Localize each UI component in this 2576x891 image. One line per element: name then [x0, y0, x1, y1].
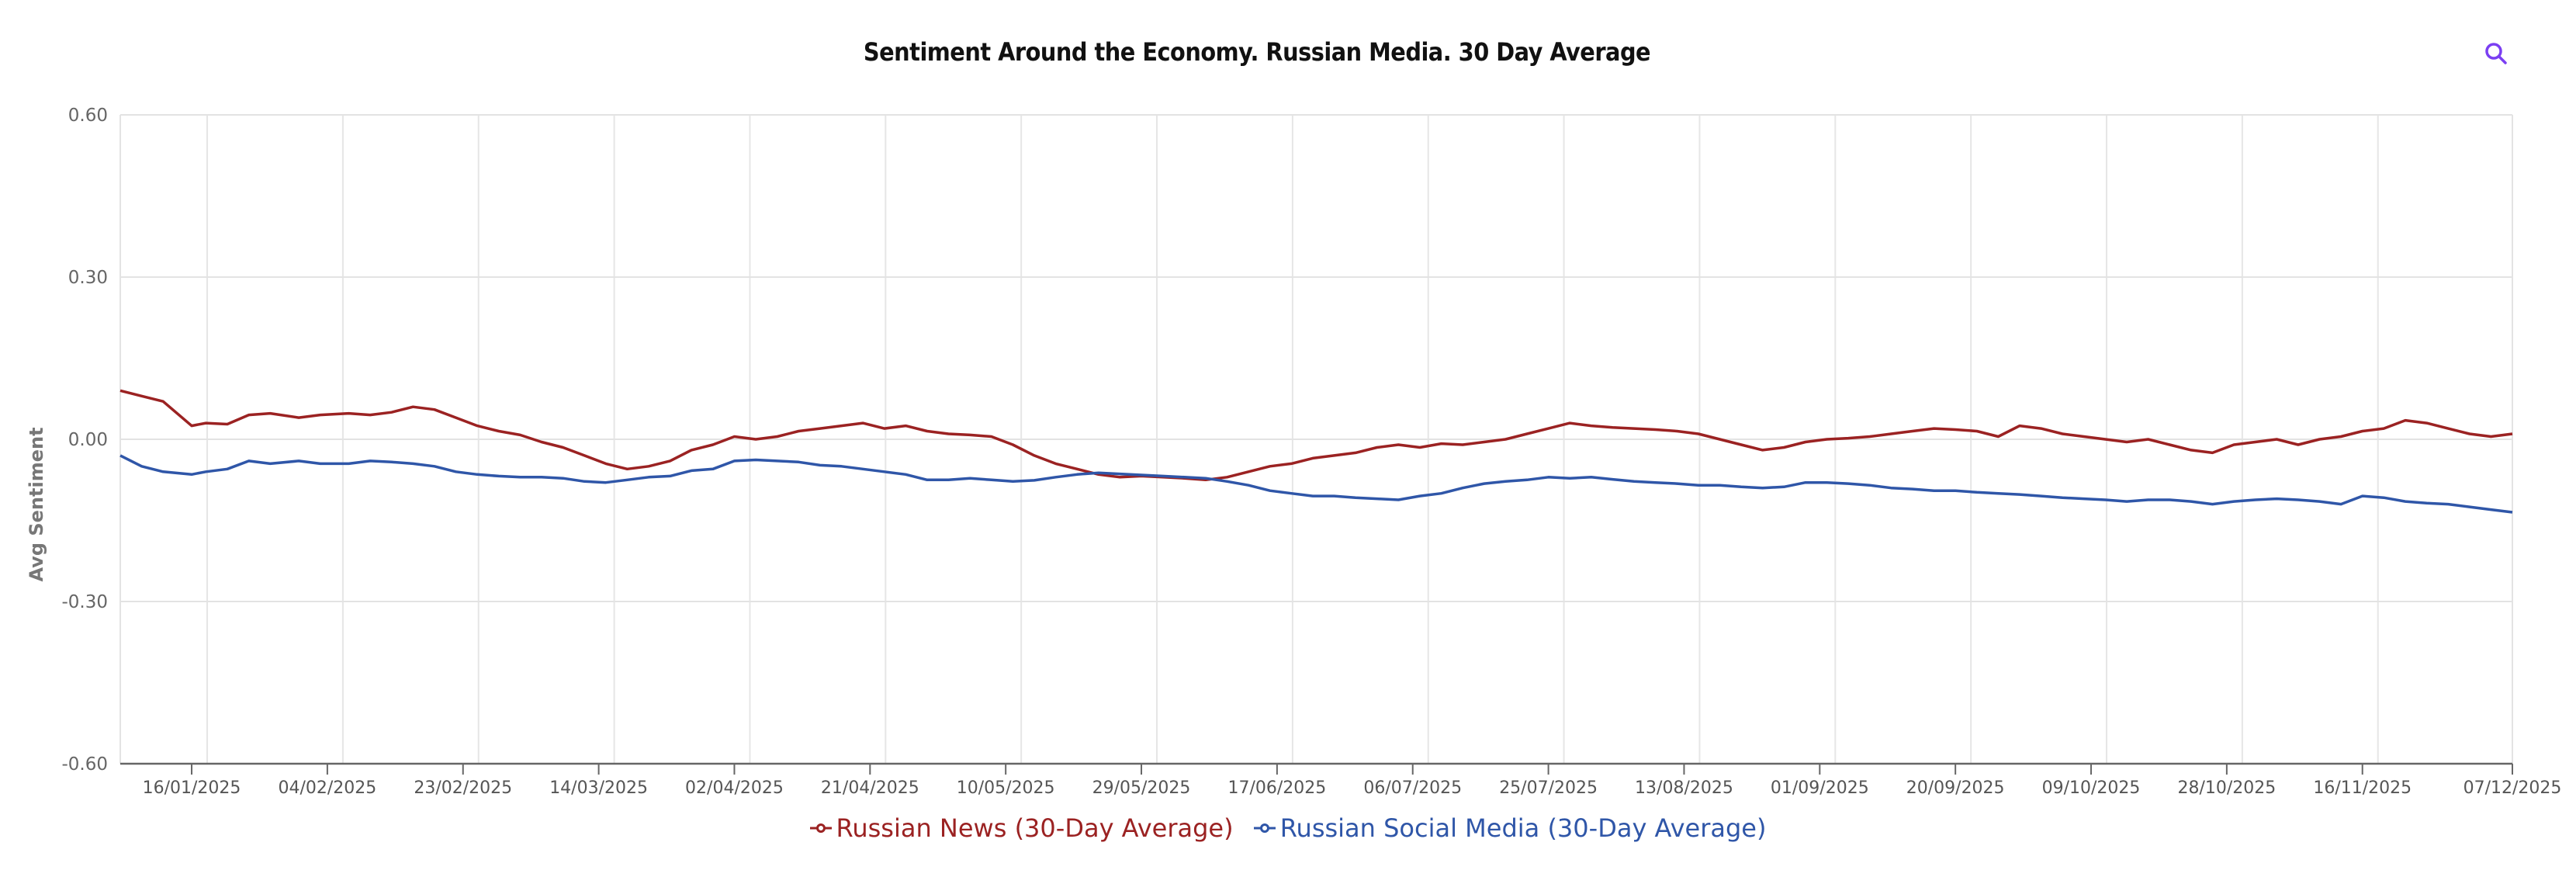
x-tick-label: 14/03/2025 [549, 778, 648, 798]
x-axis: 16/01/2025 04/02/2025 23/02/2025 14/03/2025… [120, 762, 2562, 798]
y-tick-label: -0.60 [61, 754, 108, 775]
search-icon [2485, 43, 2507, 64]
x-tick-label: 16/11/2025 [2313, 778, 2412, 798]
y-tick-label: 0.60 [68, 106, 108, 126]
legend-label: Russian Social Media (30-Day Average) [1279, 813, 1767, 843]
legend-item-russian-social-media[interactable]: Russian Social Media (30-Day Average) [1253, 813, 1767, 843]
x-tick-label: 16/01/2025 [143, 778, 241, 798]
search-button[interactable] [2483, 40, 2511, 68]
y-tick-label: 0.00 [68, 430, 108, 450]
series-line-russian-social-media[interactable] [119, 454, 2513, 514]
legend-marker-icon [809, 823, 832, 833]
legend-item-russian-news[interactable]: Russian News (30-Day Average) [809, 813, 1234, 843]
x-tick-label: 21/04/2025 [821, 778, 919, 798]
y-axis-label: Avg Sentiment [26, 427, 47, 581]
chart-title: Sentiment Around the Economy. Russian Me… [863, 37, 1651, 67]
x-tick-label: 17/06/2025 [1227, 778, 1326, 798]
x-tick-label: 29/05/2025 [1092, 778, 1191, 798]
legend-marker-icon [1253, 823, 1276, 833]
x-tick-label: 01/09/2025 [1771, 778, 1869, 798]
legend-label: Russian News (30-Day Average) [836, 813, 1234, 843]
x-tick-label: 09/10/2025 [2042, 778, 2141, 798]
x-tick-label: 06/07/2025 [1363, 778, 1462, 798]
y-tick-label: -0.30 [61, 592, 108, 612]
x-tick-label: 13/08/2025 [1635, 778, 1733, 798]
series-lines [119, 389, 2513, 514]
y-tick-label: 0.30 [68, 268, 108, 288]
x-tick-label: 20/09/2025 [1906, 778, 2005, 798]
x-tick-label: 23/02/2025 [414, 778, 512, 798]
x-tick-label: 04/02/2025 [278, 778, 376, 798]
series-line-russian-news[interactable] [119, 389, 2513, 482]
x-tick-label: 07/12/2025 [2463, 778, 2562, 798]
legend: Russian News (30-Day Average) Russian So… [0, 810, 2576, 843]
y-axis: 0.60 0.30 0.00 -0.30 -0.60 [61, 106, 108, 775]
x-tick-label: 25/07/2025 [1499, 778, 1598, 798]
x-tick-label: 02/04/2025 [685, 778, 784, 798]
x-tick-label: 28/10/2025 [2177, 778, 2276, 798]
x-tick-label: 10/05/2025 [957, 778, 1055, 798]
